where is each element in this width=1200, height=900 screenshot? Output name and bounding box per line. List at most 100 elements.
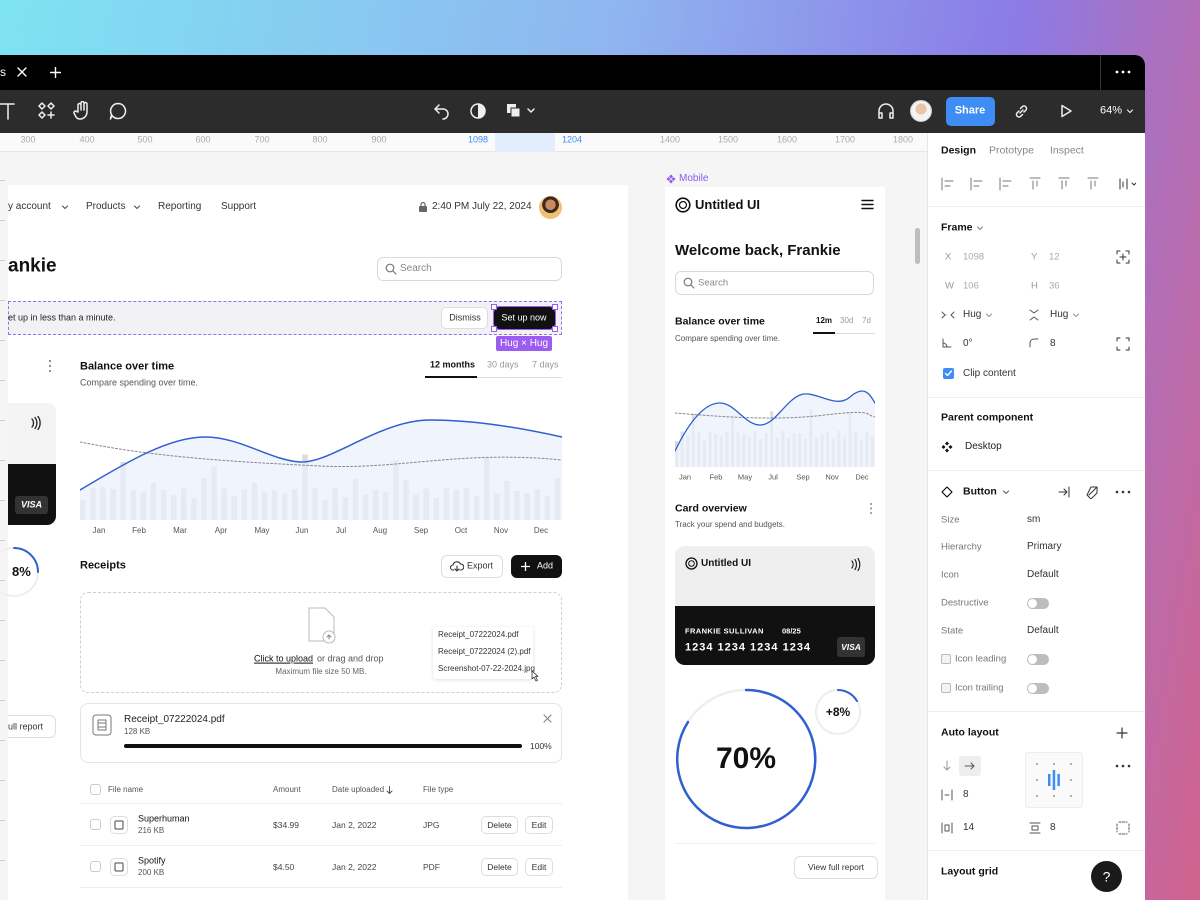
copy-link[interactable] (1013, 103, 1030, 120)
checkbox-label[interactable]: Clip content (963, 368, 1016, 379)
report-label[interactable]: ull report (8, 721, 44, 732)
present[interactable] (1059, 104, 1073, 118)
components-tool[interactable] (38, 102, 56, 120)
field-value[interactable]: 12 (1049, 251, 1060, 263)
more[interactable] (1115, 763, 1131, 769)
edit-button[interactable] (525, 816, 553, 834)
toggle[interactable] (1027, 597, 1049, 609)
align-tools[interactable] (940, 176, 1136, 192)
delete-button[interactable] (481, 858, 518, 876)
corner-tool[interactable] (1116, 337, 1130, 351)
field-value[interactable]: 8 (1050, 822, 1056, 833)
delete-label[interactable]: Delete (487, 819, 512, 830)
upload-link[interactable]: Click to upload (254, 653, 314, 664)
padding-tool[interactable] (1116, 821, 1130, 835)
help-button[interactable] (1091, 861, 1122, 892)
theme[interactable] (469, 102, 487, 120)
avatar[interactable] (910, 100, 932, 122)
range-tab[interactable]: 30 days (487, 359, 519, 370)
checkbox[interactable] (90, 819, 101, 830)
more[interactable] (868, 502, 874, 515)
range-tab[interactable]: 12 months (430, 359, 476, 370)
field-value[interactable]: 36 (1049, 280, 1060, 292)
instance-tools[interactable] (1058, 485, 1146, 499)
zoom-level[interactable]: 64% (1100, 104, 1123, 117)
column-header[interactable]: Date uploaded (332, 785, 385, 795)
dismiss-button[interactable] (441, 307, 488, 329)
prop-value[interactable]: Default (1027, 569, 1059, 580)
share-button[interactable] (946, 97, 995, 126)
panel-tab[interactable]: Prototype (989, 144, 1034, 157)
hand-tool[interactable] (73, 101, 91, 121)
edit-label[interactable]: Edit (531, 861, 547, 872)
direction-vertical[interactable] (942, 760, 952, 772)
panel-tab[interactable]: Inspect (1050, 144, 1084, 157)
export-button[interactable] (441, 555, 503, 578)
audio[interactable] (877, 102, 895, 120)
prop-value[interactable]: sm (1027, 514, 1041, 525)
add-button[interactable] (511, 555, 562, 578)
add-label[interactable]: Add (537, 560, 554, 571)
report-label[interactable]: View full report (807, 861, 865, 872)
nav-item[interactable]: Products (86, 201, 126, 212)
field-value[interactable]: 8 (1050, 338, 1056, 349)
checkbox[interactable] (90, 861, 101, 872)
cta-label[interactable]: Set up now (501, 312, 547, 323)
edit-label[interactable]: Edit (531, 819, 547, 830)
range-tab[interactable]: 30d (840, 316, 854, 326)
position-tool[interactable] (1116, 250, 1130, 264)
toggle[interactable] (1027, 682, 1049, 694)
comment-tool[interactable] (109, 102, 127, 120)
dismiss-label[interactable]: Dismiss (449, 312, 481, 323)
field-value[interactable]: 1098 (963, 251, 985, 263)
report-button[interactable] (8, 715, 56, 738)
field-value[interactable]: Hug (963, 309, 982, 320)
prop-value[interactable]: Default (1027, 625, 1059, 636)
history[interactable] (432, 102, 450, 120)
hamburger-menu[interactable] (861, 199, 874, 210)
checkbox[interactable] (90, 784, 101, 795)
frame-label[interactable]: Mobile (679, 173, 709, 184)
prop-value[interactable]: Primary (1027, 541, 1062, 552)
tab-title[interactable]: s (0, 64, 6, 79)
share-label[interactable]: Share (954, 104, 986, 117)
export-label[interactable]: Export (467, 560, 494, 571)
search-placeholder[interactable]: Search (698, 277, 729, 289)
column-header[interactable]: File type (423, 785, 454, 795)
field-value[interactable]: 106 (963, 280, 979, 292)
report-button[interactable] (794, 856, 878, 879)
search-placeholder[interactable]: Search (400, 263, 432, 274)
cta-button[interactable] (493, 306, 556, 330)
upload-dropzone[interactable] (80, 592, 562, 693)
nav-item[interactable]: Reporting (158, 201, 202, 212)
field-value[interactable]: 8 (963, 789, 969, 800)
avatar[interactable] (539, 196, 562, 219)
menu[interactable] (1115, 69, 1131, 75)
field-value[interactable]: 0° (963, 338, 973, 349)
edit-button[interactable] (525, 858, 553, 876)
new-tab[interactable] (50, 67, 61, 78)
range-tab[interactable]: 7d (862, 316, 871, 326)
nav-item[interactable]: Support (221, 201, 257, 212)
delete-button[interactable] (481, 816, 518, 834)
panel-tab[interactable]: Design (941, 144, 977, 157)
remove-file[interactable] (543, 714, 552, 723)
text-tool[interactable] (0, 102, 16, 120)
search-input[interactable] (675, 271, 874, 295)
close-tab[interactable] (17, 67, 27, 77)
search-input[interactable] (377, 257, 562, 281)
field-value[interactable]: Hug (1050, 309, 1069, 320)
parent-name[interactable]: Desktop (965, 441, 1002, 452)
nav-item[interactable]: y account (8, 201, 51, 212)
column-header[interactable]: File name (108, 785, 144, 795)
range-tab[interactable]: 12m (816, 316, 833, 326)
delete-label[interactable]: Delete (487, 861, 512, 872)
add-auto-layout[interactable] (1116, 727, 1128, 739)
toggle[interactable] (1027, 653, 1049, 665)
panel-section-title[interactable]: Button (963, 485, 997, 498)
field-value[interactable]: 14 (963, 822, 975, 833)
help-label[interactable]: ? (1102, 868, 1111, 885)
shapes[interactable] (506, 102, 536, 120)
range-tab[interactable]: 7 days (532, 359, 559, 370)
column-header[interactable]: Amount (273, 785, 301, 795)
